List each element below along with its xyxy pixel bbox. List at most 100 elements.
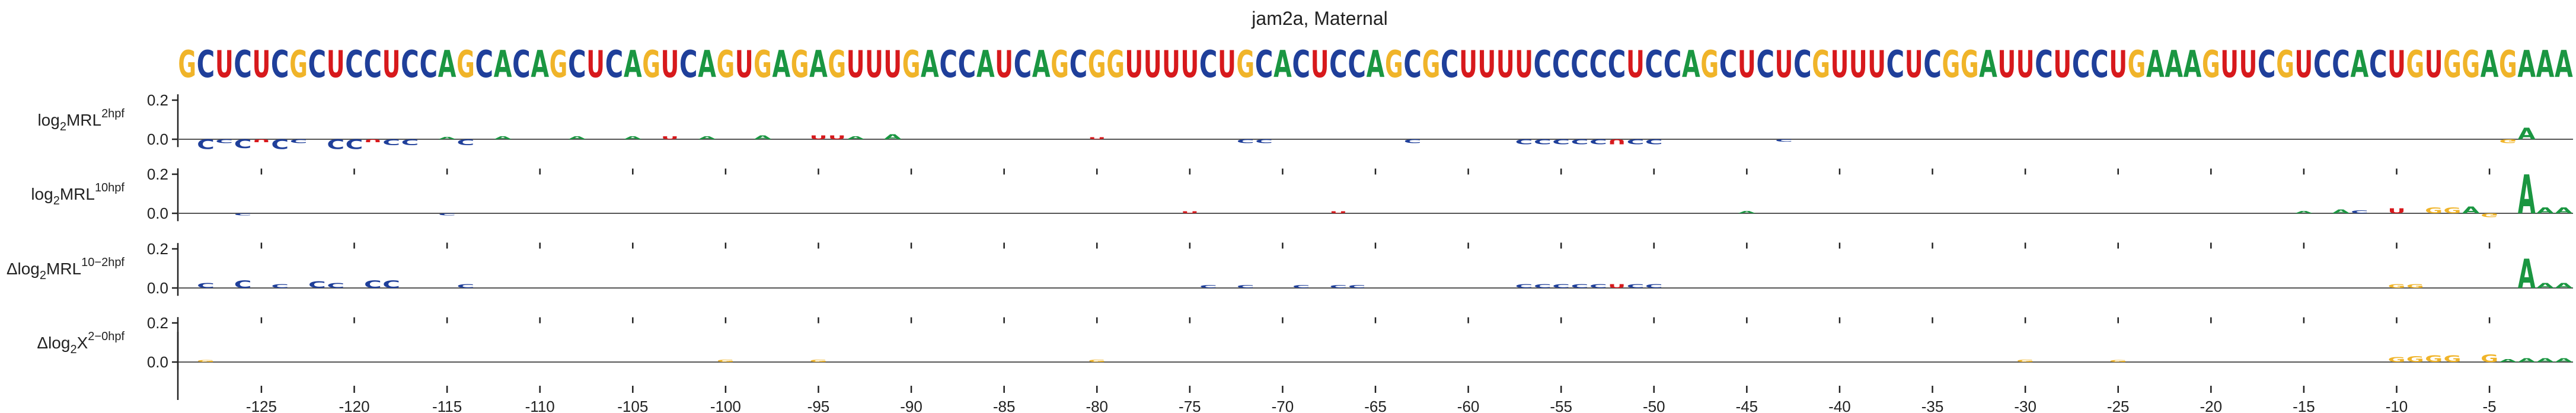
sequence-letter: G xyxy=(2202,43,2220,86)
logo-mark: A xyxy=(2518,124,2536,143)
logo-mark: C xyxy=(2351,210,2368,214)
logo-mark-glyph: U xyxy=(661,136,679,140)
logo-mark: A xyxy=(847,136,864,140)
x-tick-label: -5 xyxy=(2483,398,2497,413)
sequence-letter: C xyxy=(1348,43,1366,86)
logo-mark-glyph: A xyxy=(2500,358,2517,363)
y-tick-label: 0.0 xyxy=(147,279,168,297)
sequence-letter: A xyxy=(2184,43,2202,86)
logo-mark: A xyxy=(2555,206,2572,215)
sequence-letter: G xyxy=(1051,43,1069,86)
sequence-letter: U xyxy=(2295,43,2313,86)
logo-mark: C xyxy=(1645,283,1663,290)
sequence-letter: A xyxy=(921,43,939,86)
logo-mark-glyph: A xyxy=(2536,206,2554,215)
sequence-letter: A xyxy=(2517,43,2536,86)
logo-mark-glyph: G xyxy=(2406,283,2424,290)
sequence-letter: G xyxy=(828,43,846,86)
logo-mark-glyph: C xyxy=(1775,139,1793,142)
sequence-letter: C xyxy=(605,43,624,86)
logo-mark: G xyxy=(2444,353,2462,364)
sequence-letter: A xyxy=(1273,43,1292,86)
logo-mark: C xyxy=(327,282,344,290)
logo-mark-glyph: U xyxy=(1608,137,1626,145)
sequence-letter: U xyxy=(1180,43,1199,86)
logo-mark-glyph: C xyxy=(215,138,233,145)
sequence-letter: C xyxy=(1923,43,1942,86)
logo-mark-glyph: C xyxy=(401,137,419,147)
logo-mark: C xyxy=(1237,284,1255,289)
sequence-letter: C xyxy=(512,43,531,86)
logo-mark-glyph: A xyxy=(2518,164,2536,226)
logo-mark-glyph: C xyxy=(438,213,456,216)
sequence-letter: C xyxy=(679,43,698,86)
sequence-letter: U xyxy=(2425,43,2443,86)
sequence-letter: U xyxy=(382,43,401,86)
logo-mark: U xyxy=(1181,211,1199,214)
sequence-letter: C xyxy=(2369,43,2387,86)
logo-mark-glyph: C xyxy=(1329,284,1347,289)
sequence-letter: U xyxy=(1997,43,2016,86)
logo-mark: C xyxy=(290,138,308,145)
sequence-letter: U xyxy=(2053,43,2071,86)
y-tick-label: 0.0 xyxy=(147,353,168,371)
logo-mark-glyph: U xyxy=(2388,207,2406,215)
logo-mark-glyph: G xyxy=(1088,359,1106,363)
logo-mark-glyph: C xyxy=(234,213,252,216)
logo-mark: C xyxy=(327,136,344,151)
logo-mark-glyph: C xyxy=(327,136,344,151)
sequence-letter: C xyxy=(2313,43,2332,86)
logo-mark: A xyxy=(2555,357,2572,364)
y-tick-label: 0.2 xyxy=(147,240,168,258)
logo-mark: A xyxy=(438,136,456,140)
logo-mark: C xyxy=(1627,137,1645,145)
logo-mark-glyph: C xyxy=(197,136,215,151)
sequence-letter: A xyxy=(494,43,512,86)
logo-mark: A xyxy=(2536,357,2554,364)
x-tick-label: -60 xyxy=(1457,398,1480,413)
logo-mark-glyph: C xyxy=(1404,138,1422,145)
logo-mark-glyph: A xyxy=(1738,210,1755,214)
sequence-letter: C xyxy=(2035,43,2053,86)
logo-mark: G xyxy=(2425,206,2443,215)
sequence-letter: U xyxy=(1515,43,1533,86)
sequence-letter: U xyxy=(1831,43,1849,86)
logo-mark-glyph: G xyxy=(2500,138,2517,145)
sequence-letter: U xyxy=(1905,43,1923,86)
track-label: log2MRL2hpf xyxy=(37,107,125,133)
sequence-letter: C xyxy=(363,43,382,86)
logo-mark: C xyxy=(1199,284,1217,289)
sequence-letter: U xyxy=(586,43,605,86)
logo-mark-glyph: A xyxy=(847,136,864,140)
logo-mark: C xyxy=(1515,137,1533,145)
logo-mark: C xyxy=(271,136,289,151)
logo-mark-glyph: G xyxy=(2388,283,2406,290)
x-tick-label: -40 xyxy=(1828,398,1851,413)
logo-mark-glyph: A xyxy=(698,136,716,140)
logo-mark-glyph: C xyxy=(1292,284,1310,289)
y-tick-label: 0.0 xyxy=(147,204,168,222)
logo-mark: C xyxy=(1255,138,1273,145)
logo-mark-glyph: G xyxy=(2444,206,2462,215)
logo-mark: C xyxy=(1589,137,1607,145)
x-axis: -125 -120 -115 -110 -105 -100 -95 -90 -85 -80 -75 -… xyxy=(177,332,2497,413)
sequence-letter: C xyxy=(2332,43,2350,86)
logo-mark-glyph: G xyxy=(2016,359,2034,363)
sequence-letter: C xyxy=(1552,43,1571,86)
sequence-letter: C xyxy=(1199,43,1218,86)
sequence-letter: C xyxy=(1534,43,1552,86)
logo-mark: C xyxy=(346,136,363,151)
logo-mark-glyph: C xyxy=(457,137,475,147)
track-label: Δlog2MRL10−2hpf xyxy=(7,256,125,282)
logo-mark: G xyxy=(2109,360,2127,363)
sequence-letter: A xyxy=(438,43,457,86)
sequence-letter: G xyxy=(791,43,809,86)
logo-mark: A xyxy=(1738,210,1755,214)
logo-mark-glyph: U xyxy=(1329,211,1347,214)
x-tick-label: -35 xyxy=(1921,398,1944,413)
sequence-letter: C xyxy=(958,43,976,86)
logo-mark: A xyxy=(2332,209,2350,215)
sequence-letter: C xyxy=(1608,43,1626,86)
